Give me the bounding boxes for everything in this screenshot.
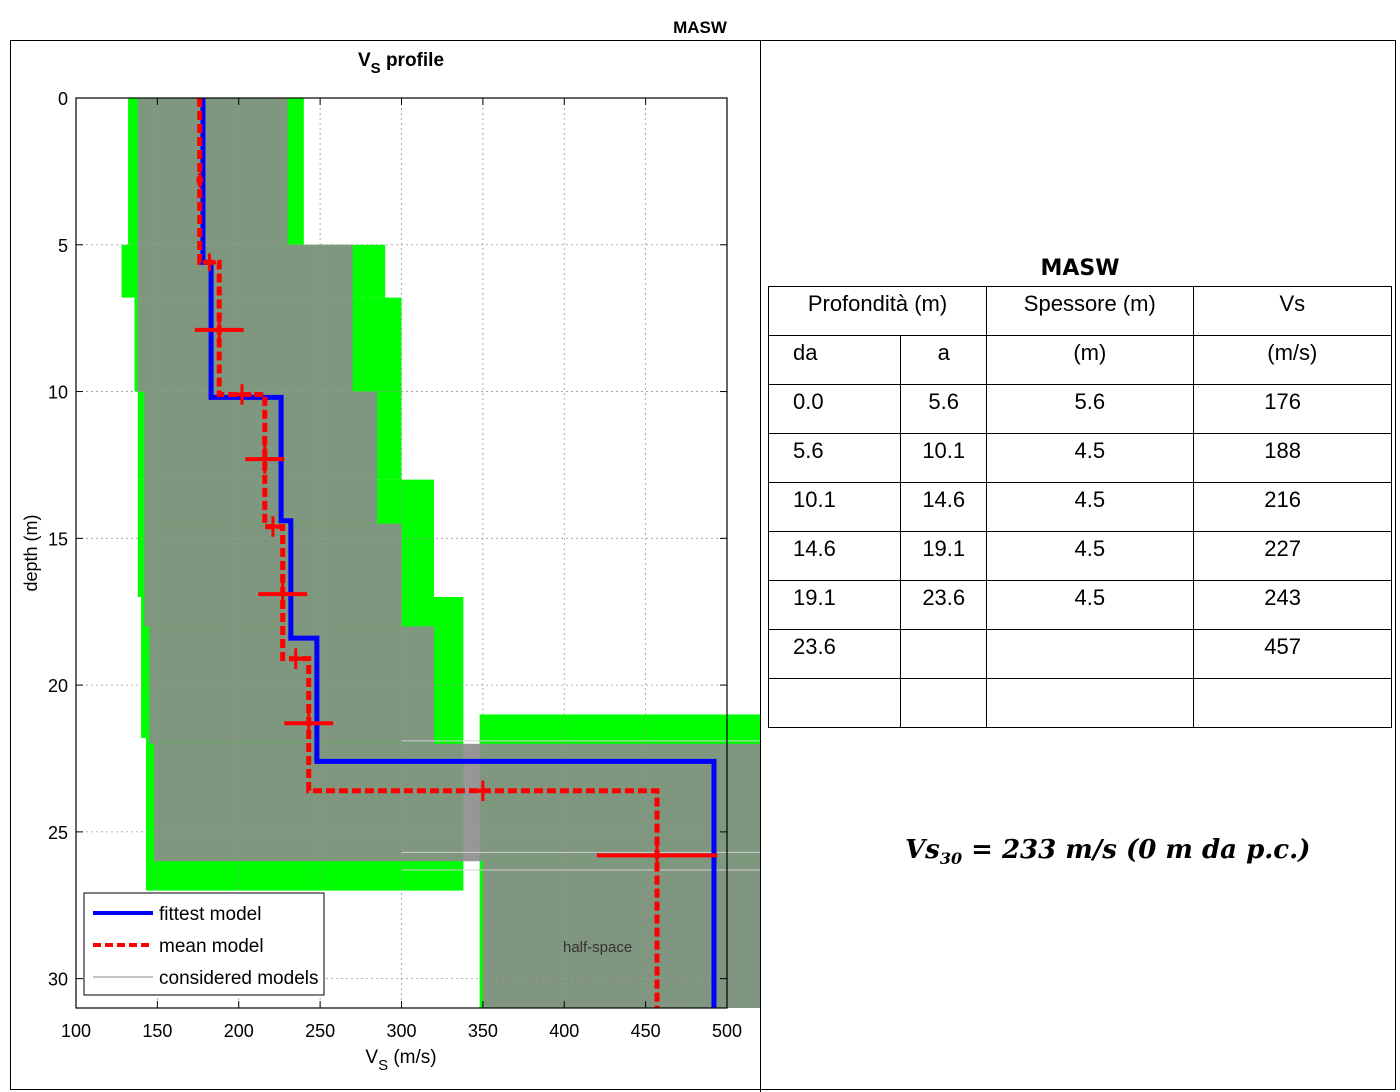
cell-vs: 227: [1192, 531, 1393, 581]
x-axis-label: VS (m/s): [365, 1047, 436, 1074]
table-row: 5.6 10.1 4.5 188: [767, 433, 1393, 483]
x-tick-label: 300: [386, 1021, 416, 1041]
masw-table: Profondità (m) Spessore (m) Vs da a (m) …: [767, 286, 1393, 728]
header-vs: Vs: [1192, 286, 1393, 336]
legend-label-fittest: fittest model: [159, 904, 261, 925]
cell-vs: 243: [1192, 580, 1393, 630]
cell-a: [900, 678, 988, 728]
y-axis-label: depth (m): [21, 514, 41, 591]
half-space-annotation: half-space: [563, 939, 632, 956]
cell-vs: 216: [1192, 482, 1393, 532]
y-tick-label: 5: [58, 236, 68, 256]
cell-vs: 188: [1192, 433, 1393, 483]
figure-frame: [10, 40, 1396, 1090]
ensemble-core: [144, 523, 402, 627]
cell-a: 14.6: [900, 482, 988, 532]
header-profondita: Profondità (m): [767, 286, 988, 336]
axis-ticks: 100 150 200 250 300 350 400 450 500 0 5 10 15 20 25 30: [48, 89, 742, 1041]
subheader-a: a: [900, 335, 988, 385]
legend-label-considered: considered models: [159, 968, 318, 989]
y-tick-label: 30: [48, 970, 68, 990]
table-header-row: Profondità (m) Spessore (m) Vs: [767, 286, 1393, 336]
header-spessore: Spessore (m): [986, 286, 1194, 336]
y-tick-label: 10: [48, 383, 68, 403]
cell-spessore: 4.5: [986, 433, 1194, 483]
x-tick-label: 350: [468, 1021, 498, 1041]
mean-error-bars: [194, 172, 718, 866]
cell-spessore: 4.5: [986, 482, 1194, 532]
cell-spessore: 4.5: [986, 580, 1194, 630]
x-tick-label: 100: [61, 1021, 91, 1041]
cell-da: 0.0: [767, 384, 902, 434]
x-tick-label: 250: [305, 1021, 335, 1041]
table-row: 10.1 14.6 4.5 216: [767, 482, 1393, 532]
table-row: 23.6 457: [767, 629, 1393, 679]
y-tick-label: 0: [58, 89, 68, 109]
legend: fittest model mean model considered mode…: [83, 892, 325, 996]
table-row: [767, 678, 1393, 728]
x-tick-label: 200: [224, 1021, 254, 1041]
cell-da: 23.6: [767, 629, 902, 679]
legend-label-mean: mean model: [159, 936, 264, 957]
cell-da: 5.6: [767, 433, 902, 483]
subheader-vs-unit: (m/s): [1192, 335, 1393, 385]
grid-lines: [76, 98, 727, 1008]
vs30-result: Vs30 = 233 m/s (0 m da p.c.): [905, 835, 1311, 869]
cell-a: 19.1: [900, 531, 988, 581]
table-title: MASW: [1040, 256, 1120, 281]
cell-da: 14.6: [767, 531, 902, 581]
cell-spessore: 4.5: [986, 531, 1194, 581]
ensemble-core: [482, 861, 760, 1008]
cell-a: 5.6: [900, 384, 988, 434]
table-row: 0.0 5.6 5.6 176: [767, 384, 1393, 434]
page-title: MASW: [673, 18, 727, 37]
subheader-spessore-unit: (m): [986, 335, 1194, 385]
subheader-da: da: [767, 335, 902, 385]
x-tick-label: 150: [142, 1021, 172, 1041]
table-row: 19.1 23.6 4.5 243: [767, 580, 1393, 630]
cell-da: 10.1: [767, 482, 902, 532]
y-tick-label: 15: [48, 529, 68, 549]
table-row: 14.6 19.1 4.5 227: [767, 531, 1393, 581]
y-tick-label: 20: [48, 676, 68, 696]
x-tick-label: 400: [549, 1021, 579, 1041]
x-tick-label: 450: [631, 1021, 661, 1041]
ensemble-core: [137, 98, 288, 245]
cell-da: 19.1: [767, 580, 902, 630]
ensemble-core: [137, 244, 353, 392]
cell-a: [900, 629, 988, 679]
frame-divider: [760, 40, 761, 1092]
cell-vs: 457: [1192, 629, 1393, 679]
x-tick-label: 500: [712, 1021, 742, 1041]
cell-spessore: 5.6: [986, 384, 1194, 434]
chart-title: VS profile: [358, 50, 444, 77]
cell-vs: [1192, 678, 1393, 728]
cell-da: [767, 678, 902, 728]
cell-a: 23.6: [900, 580, 988, 630]
cell-a: 10.1: [900, 433, 988, 483]
cell-spessore: [986, 678, 1194, 728]
table-subheader-row: da a (m) (m/s): [767, 335, 1393, 385]
y-tick-label: 25: [48, 823, 68, 843]
vs-profile-chart: 100 150 200 250 300 350 400 450 500051015202530 …: [21, 50, 760, 1074]
cell-vs: 176: [1192, 384, 1393, 434]
cell-spessore: [986, 629, 1194, 679]
